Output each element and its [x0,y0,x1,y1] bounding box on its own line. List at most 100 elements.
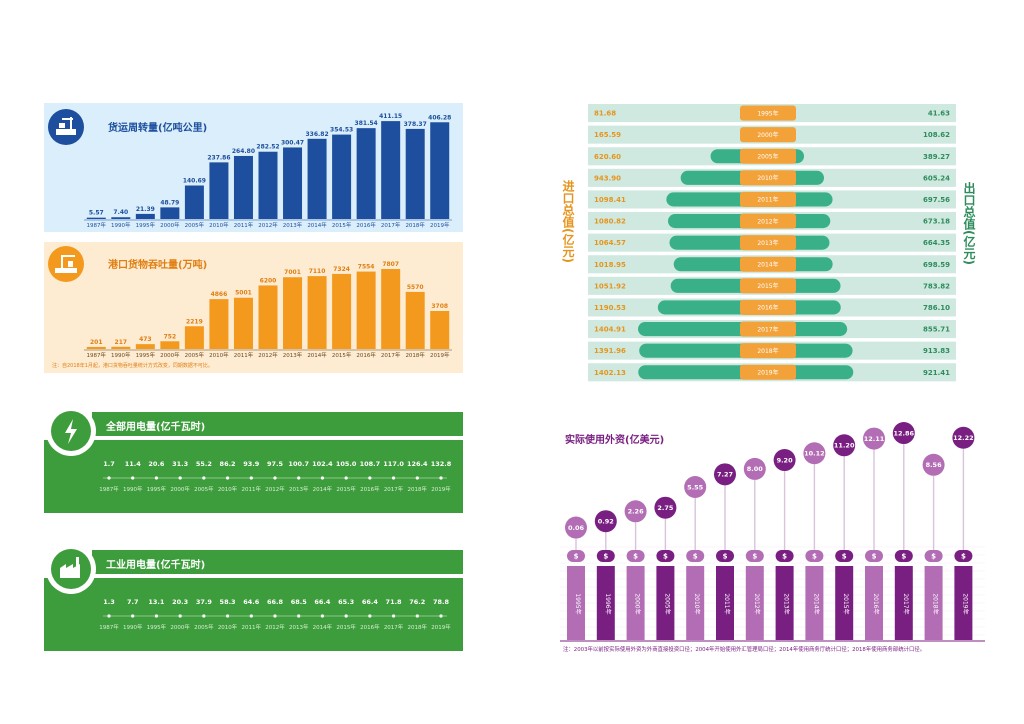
data-label: 5.55 [687,483,704,491]
money-bag-pill [865,550,883,562]
timeline-dot [320,614,325,618]
import-value-label: 943.90 [594,174,621,182]
timeline-dot [178,614,182,618]
year-label: 2010年 [218,623,238,631]
value-label: 66.8 [267,598,284,606]
year-badge [740,170,796,186]
data-label: 264.80 [232,148,255,155]
year-label: 2013年 [783,593,791,614]
data-label: 12.11 [864,435,885,443]
x-tick-label: 2013年 [283,221,303,229]
timeline-dot [439,614,443,618]
value-label: 102.4 [312,460,333,468]
data-label: 336.82 [305,131,328,138]
x-tick-label: 2013年 [283,351,303,359]
port-chart: 201 1987年 217 1990年 473 1995年 752 2000年 2219 2005… [84,261,452,359]
timeline-dot [297,614,301,618]
bar [405,291,425,349]
data-label: 5.57 [89,210,104,217]
year-label: 2012年 [757,217,778,225]
value-circle [743,457,766,480]
year-label: 2010年 [757,174,778,182]
export-axis-label: 出口总值(亿元) [962,182,978,265]
money-bag-pill [626,550,645,562]
export-label: 出口总值(亿元) [962,182,976,265]
timeline-dot [202,476,206,480]
value-circle [922,453,945,476]
money-bag-icon: $ [872,553,877,561]
bar [745,566,764,640]
x-tick-label: 2014年 [307,221,327,229]
x-tick-label: 2017年 [381,351,401,359]
value-label: 64.6 [243,598,260,606]
year-label: 2016年 [360,485,380,493]
x-tick-label: 1987年 [87,351,107,359]
year-label: 2011年 [242,623,262,631]
bar [716,566,734,640]
money-bag-icon: $ [603,553,608,561]
value-circle [863,427,885,450]
port-title: 港口货物吞吐量(万吨) [108,260,208,271]
x-tick-label: 2010年 [209,351,229,359]
x-tick-label: 2011年 [234,221,254,229]
data-label: 3708 [431,303,448,310]
year-label: 2000年 [170,485,190,493]
money-bag-icon: $ [693,553,698,561]
x-tick-label: 2019年 [430,351,450,359]
data-label: 7001 [284,269,301,276]
data-label: 6200 [260,277,277,284]
value-label: 132.8 [431,460,452,468]
value-label: 68.5 [291,598,308,606]
money-bag-pill [716,550,734,562]
value-circle [624,500,647,523]
money-bag-pill [567,550,585,562]
data-label: 12.22 [953,434,974,442]
lightning-bulb-icon [46,406,96,456]
x-tick-label: 2018年 [405,351,425,359]
timeline-dot [415,614,419,618]
year-label: 1987年 [99,485,119,493]
year-label: 2016年 [757,304,778,312]
timeline-dot [154,614,159,618]
x-tick-label: 1995年 [136,221,156,229]
bar [405,128,425,219]
data-label: 282.52 [256,144,279,151]
import-value-label: 1391.96 [594,347,626,355]
year-label: 2017年 [384,623,404,631]
import-axis-label: 进口总值(亿元) [561,180,577,263]
bar [567,566,585,640]
x-tick-label: 2019年 [430,221,450,229]
year-label: 2019年 [431,623,451,631]
x-tick-label: 1990年 [111,351,131,359]
x-tick-label: 2000年 [160,351,180,359]
x-tick-label: 2005年 [185,221,205,229]
x-tick-label: 2012年 [258,351,278,359]
export-value-label: 664.35 [923,239,950,247]
money-bag-pill [656,550,675,562]
year-label: 2014年 [812,593,820,614]
data-label: 11.20 [834,442,855,450]
timeline-dot [297,476,301,480]
value-label: 66.4 [314,598,331,606]
timeline-dot [107,614,111,618]
data-label: 411.15 [379,113,402,120]
bar [233,297,253,349]
year-badge [740,191,796,207]
data-label: 21.39 [136,206,155,213]
import-value-label: 1402.13 [594,369,626,377]
data-label: 4866 [211,291,228,298]
export-value-label: 855.71 [923,326,950,334]
data-label: 378.37 [404,121,427,128]
x-tick-label: 2000年 [160,221,180,229]
data-label: 300.47 [281,139,304,146]
money-bag-icon: $ [782,553,787,561]
year-label: 2015年 [336,623,356,631]
value-label: 76.2 [409,598,425,606]
data-label: 9.20 [777,456,794,464]
data-label: 752 [164,333,177,340]
year-badge [740,343,796,359]
data-label: 140.69 [183,178,206,185]
x-tick-label: 2005年 [185,351,205,359]
import-value-label: 1190.53 [594,304,626,312]
value-circle [714,463,736,486]
